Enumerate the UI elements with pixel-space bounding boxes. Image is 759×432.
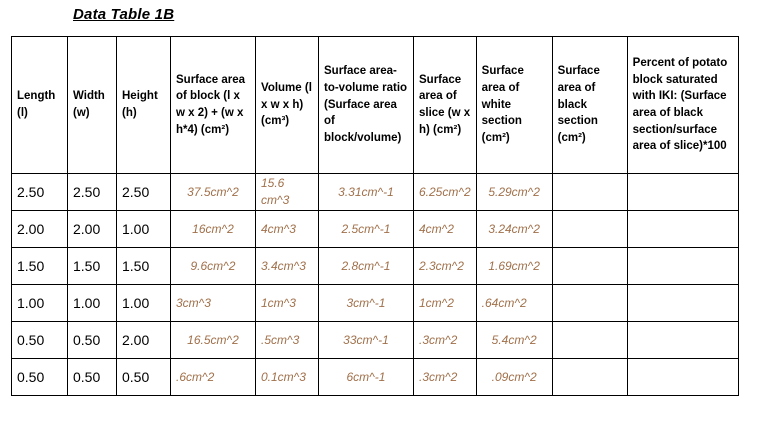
cell-width[interactable]: 0.50	[67, 321, 117, 359]
cell-surface-area-block[interactable]: 16.5cm^2	[170, 321, 256, 359]
table-row: 0.50 0.50 0.50 .6cm^2 0.1cm^3 6cm^-1 .3c…	[11, 358, 739, 396]
data-table: Length (l) Width (w) Height (h) Surface …	[11, 36, 739, 396]
header-volume: Volume (l x w x h) (cm³)	[255, 36, 319, 174]
cell-sa-slice[interactable]: .3cm^2	[413, 358, 477, 396]
cell-percent[interactable]	[626, 358, 739, 396]
cell-sa-white[interactable]: 3.24cm^2	[475, 210, 553, 248]
cell-length[interactable]: 2.00	[11, 210, 68, 248]
cell-length[interactable]: 1.50	[11, 247, 68, 285]
cell-surface-area-block[interactable]: 9.6cm^2	[170, 247, 256, 285]
cell-height[interactable]: 1.50	[116, 247, 171, 285]
cell-height[interactable]: 2.00	[116, 321, 171, 359]
header-height: Height (h)	[116, 36, 171, 174]
header-surface-area-block: Surface area of block (l x w x 2) + (w x…	[170, 36, 256, 174]
cell-length[interactable]: 0.50	[11, 358, 68, 396]
cell-sa-to-volume[interactable]: 3cm^-1	[318, 284, 414, 322]
table-row: 1.00 1.00 1.00 3cm^3 1cm^3 3cm^-1 1cm^2 …	[11, 284, 739, 322]
cell-height[interactable]: 1.00	[116, 284, 171, 322]
cell-height[interactable]: 1.00	[116, 210, 171, 248]
cell-sa-white[interactable]: .09cm^2	[475, 358, 553, 396]
cell-sa-to-volume[interactable]: 33cm^-1	[318, 321, 414, 359]
cell-sa-to-volume[interactable]: 6cm^-1	[318, 358, 414, 396]
cell-sa-black[interactable]	[551, 358, 628, 396]
cell-volume[interactable]: .5cm^3	[255, 321, 319, 359]
table-row: 0.50 0.50 2.00 16.5cm^2 .5cm^3 33cm^-1 .…	[11, 321, 739, 359]
cell-sa-slice[interactable]: 6.25cm^2	[413, 173, 477, 211]
table-row: 2.50 2.50 2.50 37.5cm^2 15.6 cm^3 3.31cm…	[11, 173, 739, 211]
header-sa-to-volume: Surface area-to-volume ratio (Surface ar…	[318, 36, 414, 174]
cell-width[interactable]: 2.50	[67, 173, 117, 211]
cell-surface-area-block[interactable]: 16cm^2	[170, 210, 256, 248]
header-sa-slice: Surface area of slice (w x h) (cm²)	[413, 36, 477, 174]
cell-volume[interactable]: 15.6 cm^3	[255, 173, 319, 211]
cell-surface-area-block[interactable]: 37.5cm^2	[170, 173, 256, 211]
cell-sa-to-volume[interactable]: 2.5cm^-1	[318, 210, 414, 248]
header-width: Width (w)	[67, 36, 117, 174]
cell-surface-area-block[interactable]: .6cm^2	[170, 358, 256, 396]
cell-sa-white[interactable]: 5.4cm^2	[475, 321, 553, 359]
cell-sa-black[interactable]	[551, 247, 628, 285]
header-row: Length (l) Width (w) Height (h) Surface …	[11, 36, 739, 174]
cell-width[interactable]: 0.50	[67, 358, 117, 396]
cell-length[interactable]: 1.00	[11, 284, 68, 322]
cell-sa-to-volume[interactable]: 3.31cm^-1	[318, 173, 414, 211]
cell-sa-black[interactable]	[551, 321, 628, 359]
table-row: 2.00 2.00 1.00 16cm^2 4cm^3 2.5cm^-1 4cm…	[11, 210, 739, 248]
cell-sa-white[interactable]: .64cm^2	[475, 284, 553, 322]
cell-length[interactable]: 2.50	[11, 173, 68, 211]
cell-percent[interactable]	[626, 210, 739, 248]
cell-sa-white[interactable]: 5.29cm^2	[475, 173, 553, 211]
cell-height[interactable]: 0.50	[116, 358, 171, 396]
cell-sa-slice[interactable]: 1cm^2	[413, 284, 477, 322]
cell-sa-slice[interactable]: .3cm^2	[413, 321, 477, 359]
cell-percent[interactable]	[626, 321, 739, 359]
cell-volume[interactable]: 0.1cm^3	[255, 358, 319, 396]
cell-sa-black[interactable]	[551, 173, 628, 211]
cell-volume[interactable]: 3.4cm^3	[255, 247, 319, 285]
cell-surface-area-block[interactable]: 3cm^3	[170, 284, 256, 322]
header-sa-black: Surface area of black section (cm²)	[551, 36, 628, 174]
cell-percent[interactable]	[626, 284, 739, 322]
table-row: 1.50 1.50 1.50 9.6cm^2 3.4cm^3 2.8cm^-1 …	[11, 247, 739, 285]
header-percent: Percent of potato block saturated with I…	[626, 36, 739, 174]
cell-sa-to-volume[interactable]: 2.8cm^-1	[318, 247, 414, 285]
cell-length[interactable]: 0.50	[11, 321, 68, 359]
cell-volume[interactable]: 4cm^3	[255, 210, 319, 248]
cell-volume[interactable]: 1cm^3	[255, 284, 319, 322]
table-title: Data Table 1B	[73, 6, 175, 23]
cell-sa-slice[interactable]: 4cm^2	[413, 210, 477, 248]
cell-sa-black[interactable]	[551, 210, 628, 248]
header-length: Length (l)	[11, 36, 68, 174]
cell-sa-white[interactable]: 1.69cm^2	[475, 247, 553, 285]
header-sa-white: Surface area of white section (cm²)	[475, 36, 553, 174]
cell-width[interactable]: 2.00	[67, 210, 117, 248]
cell-percent[interactable]	[626, 247, 739, 285]
cell-width[interactable]: 1.00	[67, 284, 117, 322]
cell-sa-black[interactable]	[551, 284, 628, 322]
cell-sa-slice[interactable]: 2.3cm^2	[413, 247, 477, 285]
cell-height[interactable]: 2.50	[116, 173, 171, 211]
cell-width[interactable]: 1.50	[67, 247, 117, 285]
cell-percent[interactable]	[626, 173, 739, 211]
